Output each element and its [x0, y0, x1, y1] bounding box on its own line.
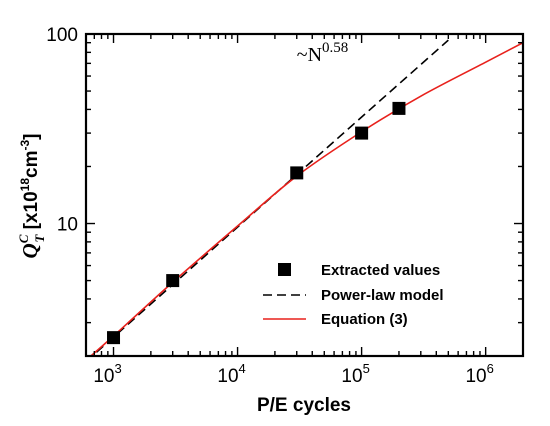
y-axis-title-unit-exp2: -3	[18, 140, 32, 151]
x-tick-label-base: 10	[217, 366, 238, 387]
x-tick-label: 105	[341, 361, 369, 387]
x-tick-label-exp: 5	[363, 361, 370, 376]
legend-label-power-law-model: Power-law model	[321, 287, 444, 304]
y-tick-label: 10	[57, 215, 78, 236]
series-line-equation-3	[89, 41, 523, 356]
x-tick-label: 106	[465, 361, 493, 387]
data-point	[290, 166, 304, 180]
legend: Extracted values Power-law model Equatio…	[263, 262, 444, 328]
y-axis-title-unit-suffix: ]	[21, 134, 42, 140]
plot-frame	[84, 32, 525, 358]
y-axis-title-sub: T	[32, 234, 47, 243]
y-axis-title-main: Q	[18, 243, 42, 258]
x-tick-label-exp: 3	[114, 361, 121, 376]
y-axis-title-unit-prefix: [x10	[21, 191, 42, 234]
legend-label-equation-3: Equation (3)	[321, 311, 408, 328]
x-tick-label-base: 10	[341, 366, 362, 387]
x-tick-label-base: 10	[465, 366, 486, 387]
data-point	[107, 331, 121, 345]
x-tick-label: 103	[93, 361, 121, 387]
y-axis-title: QCT [x1018cm-3]	[16, 134, 47, 259]
tick-layer	[85, 33, 524, 357]
x-tick-label: 104	[217, 361, 245, 387]
data-point	[355, 126, 369, 140]
y-tick-label: 100	[46, 25, 78, 46]
marker-layer	[107, 101, 406, 345]
x-axis-title: P/E cycles	[257, 395, 351, 416]
annotation-prefix: ~N	[297, 44, 322, 66]
data-point	[392, 101, 406, 115]
data-point	[166, 274, 180, 288]
y-axis-title-unit-mid: cm	[21, 151, 42, 178]
y-axis-title-unit-exp: 18	[18, 178, 32, 192]
slope-annotation: ~N0.58	[297, 40, 349, 66]
x-tick-label-exp: 6	[487, 361, 494, 376]
x-tick-label-base: 10	[93, 366, 114, 387]
y-axis-title-sup: C	[16, 234, 31, 243]
legend-label-extracted-values: Extracted values	[321, 262, 440, 279]
annotation-exponent: 0.58	[322, 40, 348, 56]
data-layer	[89, 39, 523, 356]
legend-marker-extracted-values	[278, 263, 291, 276]
x-tick-label-exp: 4	[239, 361, 246, 376]
